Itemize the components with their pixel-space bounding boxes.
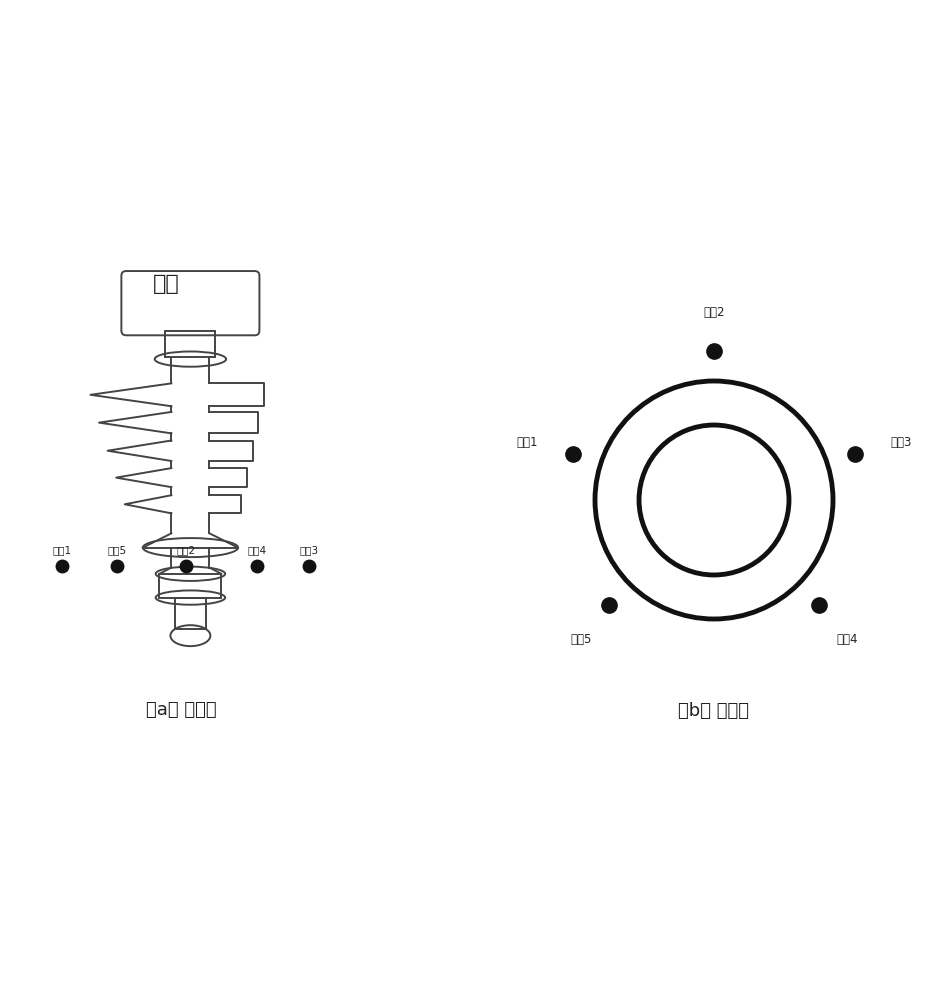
Text: 位畢2: 位畢2 [176, 545, 195, 555]
Bar [175, 598, 206, 629]
Text: 位畢4: 位畢4 [248, 545, 267, 555]
Text: 位畢5: 位畢5 [107, 545, 127, 555]
Text: 位畢5: 位畢5 [570, 633, 592, 646]
Text: （a） 正视图: （a） 正视图 [146, 701, 216, 719]
Text: 位畢3: 位畢3 [890, 436, 912, 449]
Text: 位畢2: 位畢2 [704, 306, 724, 319]
Bar [166, 331, 215, 357]
Text: 位畢1: 位畢1 [516, 436, 538, 449]
Text: （b） 俦视图: （b） 俦视图 [679, 702, 749, 720]
Text: 位畢1: 位畢1 [52, 545, 71, 555]
Text: 套管: 套管 [153, 274, 180, 294]
Text: 位畢3: 位畢3 [300, 545, 319, 555]
Bar [160, 574, 221, 598]
Text: 位畢4: 位畢4 [836, 633, 858, 646]
